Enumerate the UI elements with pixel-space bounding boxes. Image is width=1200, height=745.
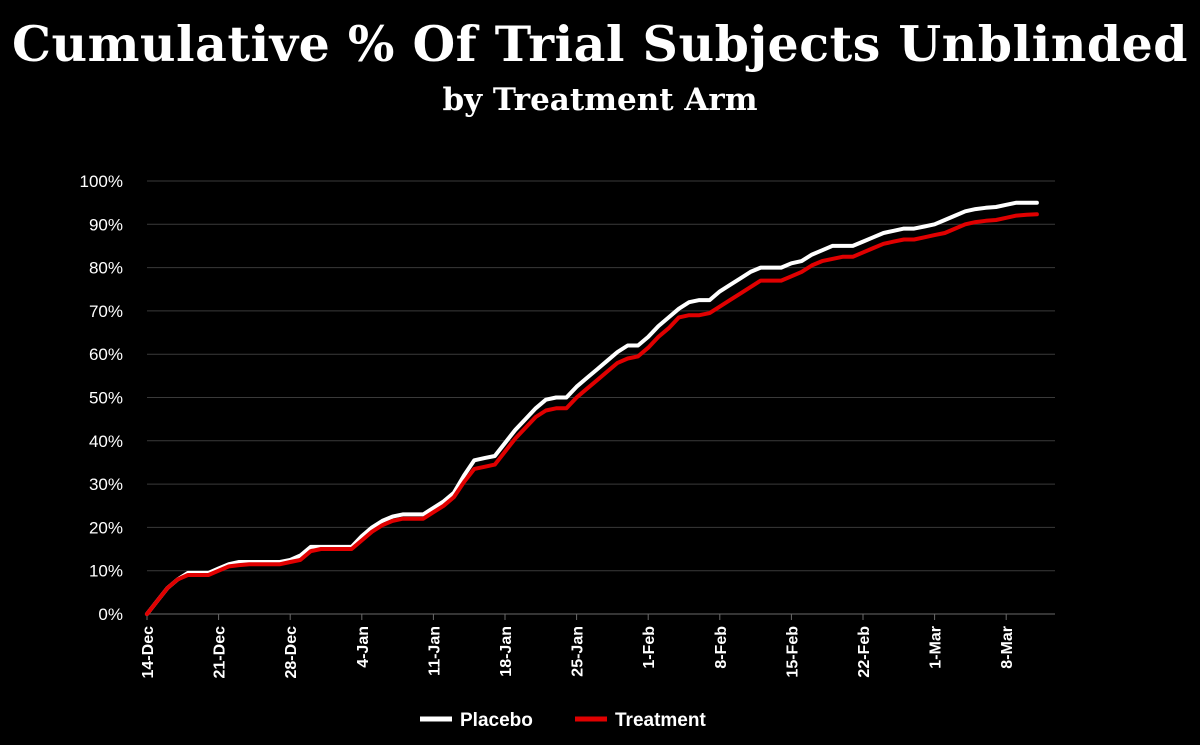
y-tick-label: 10%	[89, 562, 123, 581]
x-tick-label: 11-Jan	[426, 626, 443, 676]
x-tick-label: 1-Mar	[928, 626, 945, 669]
chart-title: Cumulative % Of Trial Subjects Unblinded	[11, 15, 1189, 73]
x-tick-label: 8-Feb	[713, 626, 730, 669]
y-tick-label: 100%	[80, 172, 123, 191]
x-tick-label: 4-Jan	[355, 626, 372, 668]
series-line-treatment	[145, 212, 1039, 616]
x-tick-label: 15-Feb	[784, 626, 801, 678]
y-tick-label: 40%	[89, 432, 123, 451]
x-tick-label: 14-Dec	[140, 626, 157, 679]
series-line-placebo	[145, 200, 1039, 616]
x-tick-label: 8-Mar	[999, 626, 1016, 669]
legend-label-placebo: Placebo	[460, 710, 533, 731]
x-tick-label: 1-Feb	[641, 626, 658, 669]
y-tick-label: 50%	[89, 389, 123, 408]
x-tick-label: 21-Dec	[212, 626, 229, 679]
chart-subtitle: by Treatment Arm	[442, 82, 758, 118]
y-tick-label: 20%	[89, 518, 123, 537]
x-tick-label: 18-Jan	[498, 626, 515, 677]
y-tick-label: 70%	[89, 302, 123, 321]
y-tick-label: 80%	[89, 259, 123, 278]
x-tick-label: 25-Jan	[570, 626, 587, 677]
y-tick-label: 90%	[89, 215, 123, 234]
x-tick-label: 28-Dec	[283, 626, 300, 679]
y-tick-label: 60%	[89, 345, 123, 364]
legend-label-treatment: Treatment	[615, 710, 706, 731]
y-tick-label: 30%	[89, 475, 123, 494]
x-tick-label: 22-Feb	[856, 626, 873, 678]
y-tick-label: 0%	[98, 605, 123, 624]
